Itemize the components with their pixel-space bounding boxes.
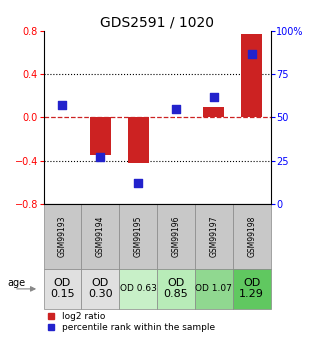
Text: age: age <box>7 278 26 288</box>
Text: GSM99198: GSM99198 <box>247 216 256 257</box>
Bar <box>44 269 81 309</box>
Bar <box>203 107 224 117</box>
Point <box>174 106 179 111</box>
Bar <box>81 204 119 269</box>
Bar <box>241 34 262 117</box>
Text: GSM99193: GSM99193 <box>58 216 67 257</box>
Bar <box>90 117 111 155</box>
Text: GSM99195: GSM99195 <box>134 216 143 257</box>
Text: GSM99197: GSM99197 <box>209 216 218 257</box>
Bar <box>233 204 271 269</box>
Text: OD
0.30: OD 0.30 <box>88 278 113 299</box>
Text: OD 0.63: OD 0.63 <box>120 284 156 293</box>
Bar <box>119 204 157 269</box>
Legend: log2 ratio, percentile rank within the sample: log2 ratio, percentile rank within the s… <box>48 312 215 332</box>
Bar <box>44 204 81 269</box>
Text: OD 1.07: OD 1.07 <box>195 284 232 293</box>
Text: GSM99194: GSM99194 <box>96 216 105 257</box>
Bar <box>195 204 233 269</box>
Point <box>249 51 254 56</box>
Point <box>136 180 141 186</box>
Bar <box>233 269 271 309</box>
Text: GSM99196: GSM99196 <box>171 216 180 257</box>
Bar <box>81 269 119 309</box>
Bar <box>195 269 233 309</box>
Point <box>211 94 216 99</box>
Title: GDS2591 / 1020: GDS2591 / 1020 <box>100 16 214 30</box>
Point <box>60 102 65 108</box>
Bar <box>119 269 157 309</box>
Text: OD
0.15: OD 0.15 <box>50 278 75 299</box>
Bar <box>157 204 195 269</box>
Text: OD
0.85: OD 0.85 <box>164 278 188 299</box>
Bar <box>157 269 195 309</box>
Point <box>98 155 103 160</box>
Bar <box>128 117 149 163</box>
Text: OD
1.29: OD 1.29 <box>239 278 264 299</box>
